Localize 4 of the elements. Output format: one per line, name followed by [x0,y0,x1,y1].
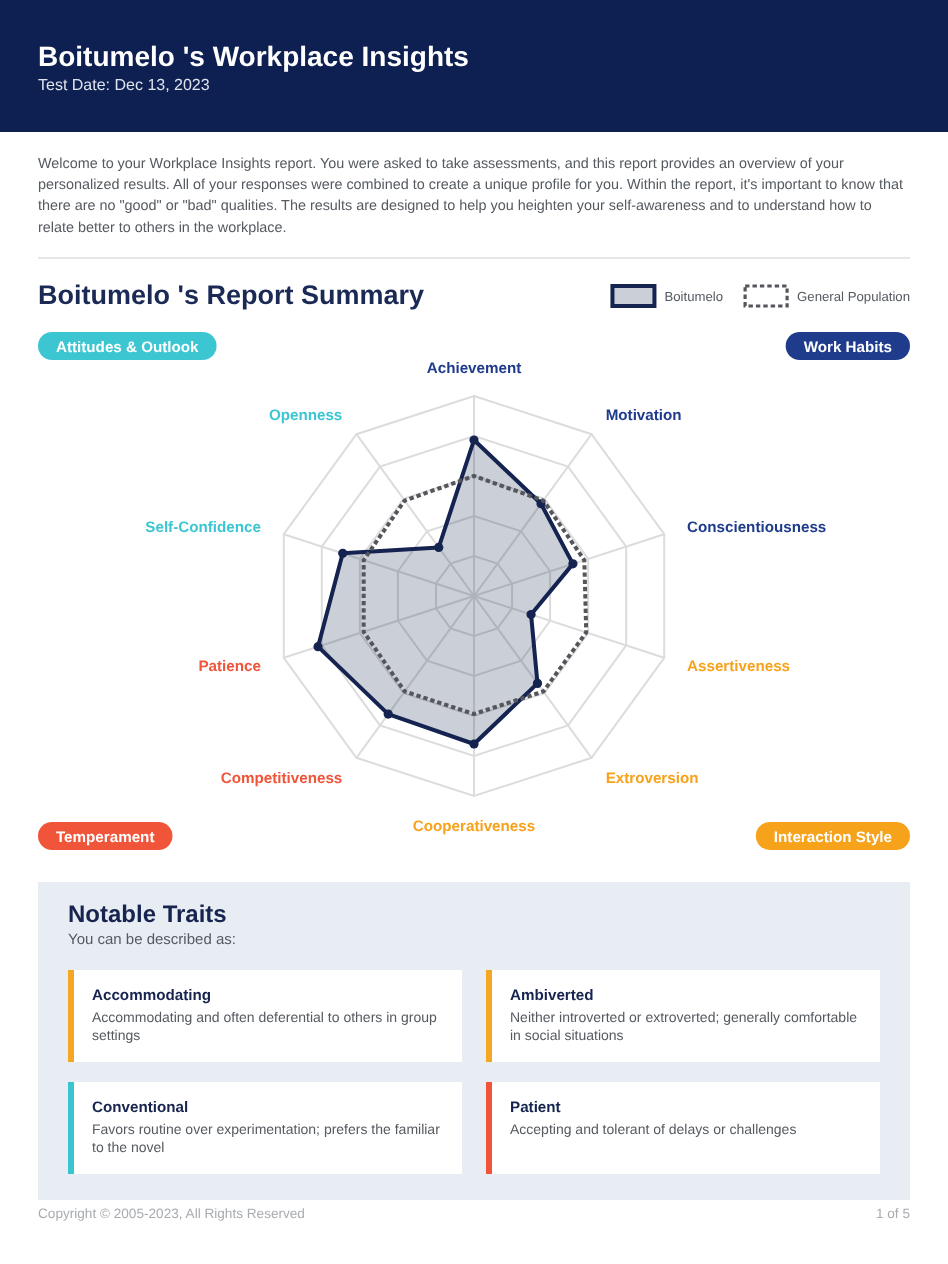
text: Test Date: Dec 13, 2023 [38,76,211,94]
text: Notable Traits [68,900,228,928]
text: Boitumelo 's Workplace Insights [38,40,470,72]
chart-title: Boitumelo 's Report Summary [38,280,425,310]
